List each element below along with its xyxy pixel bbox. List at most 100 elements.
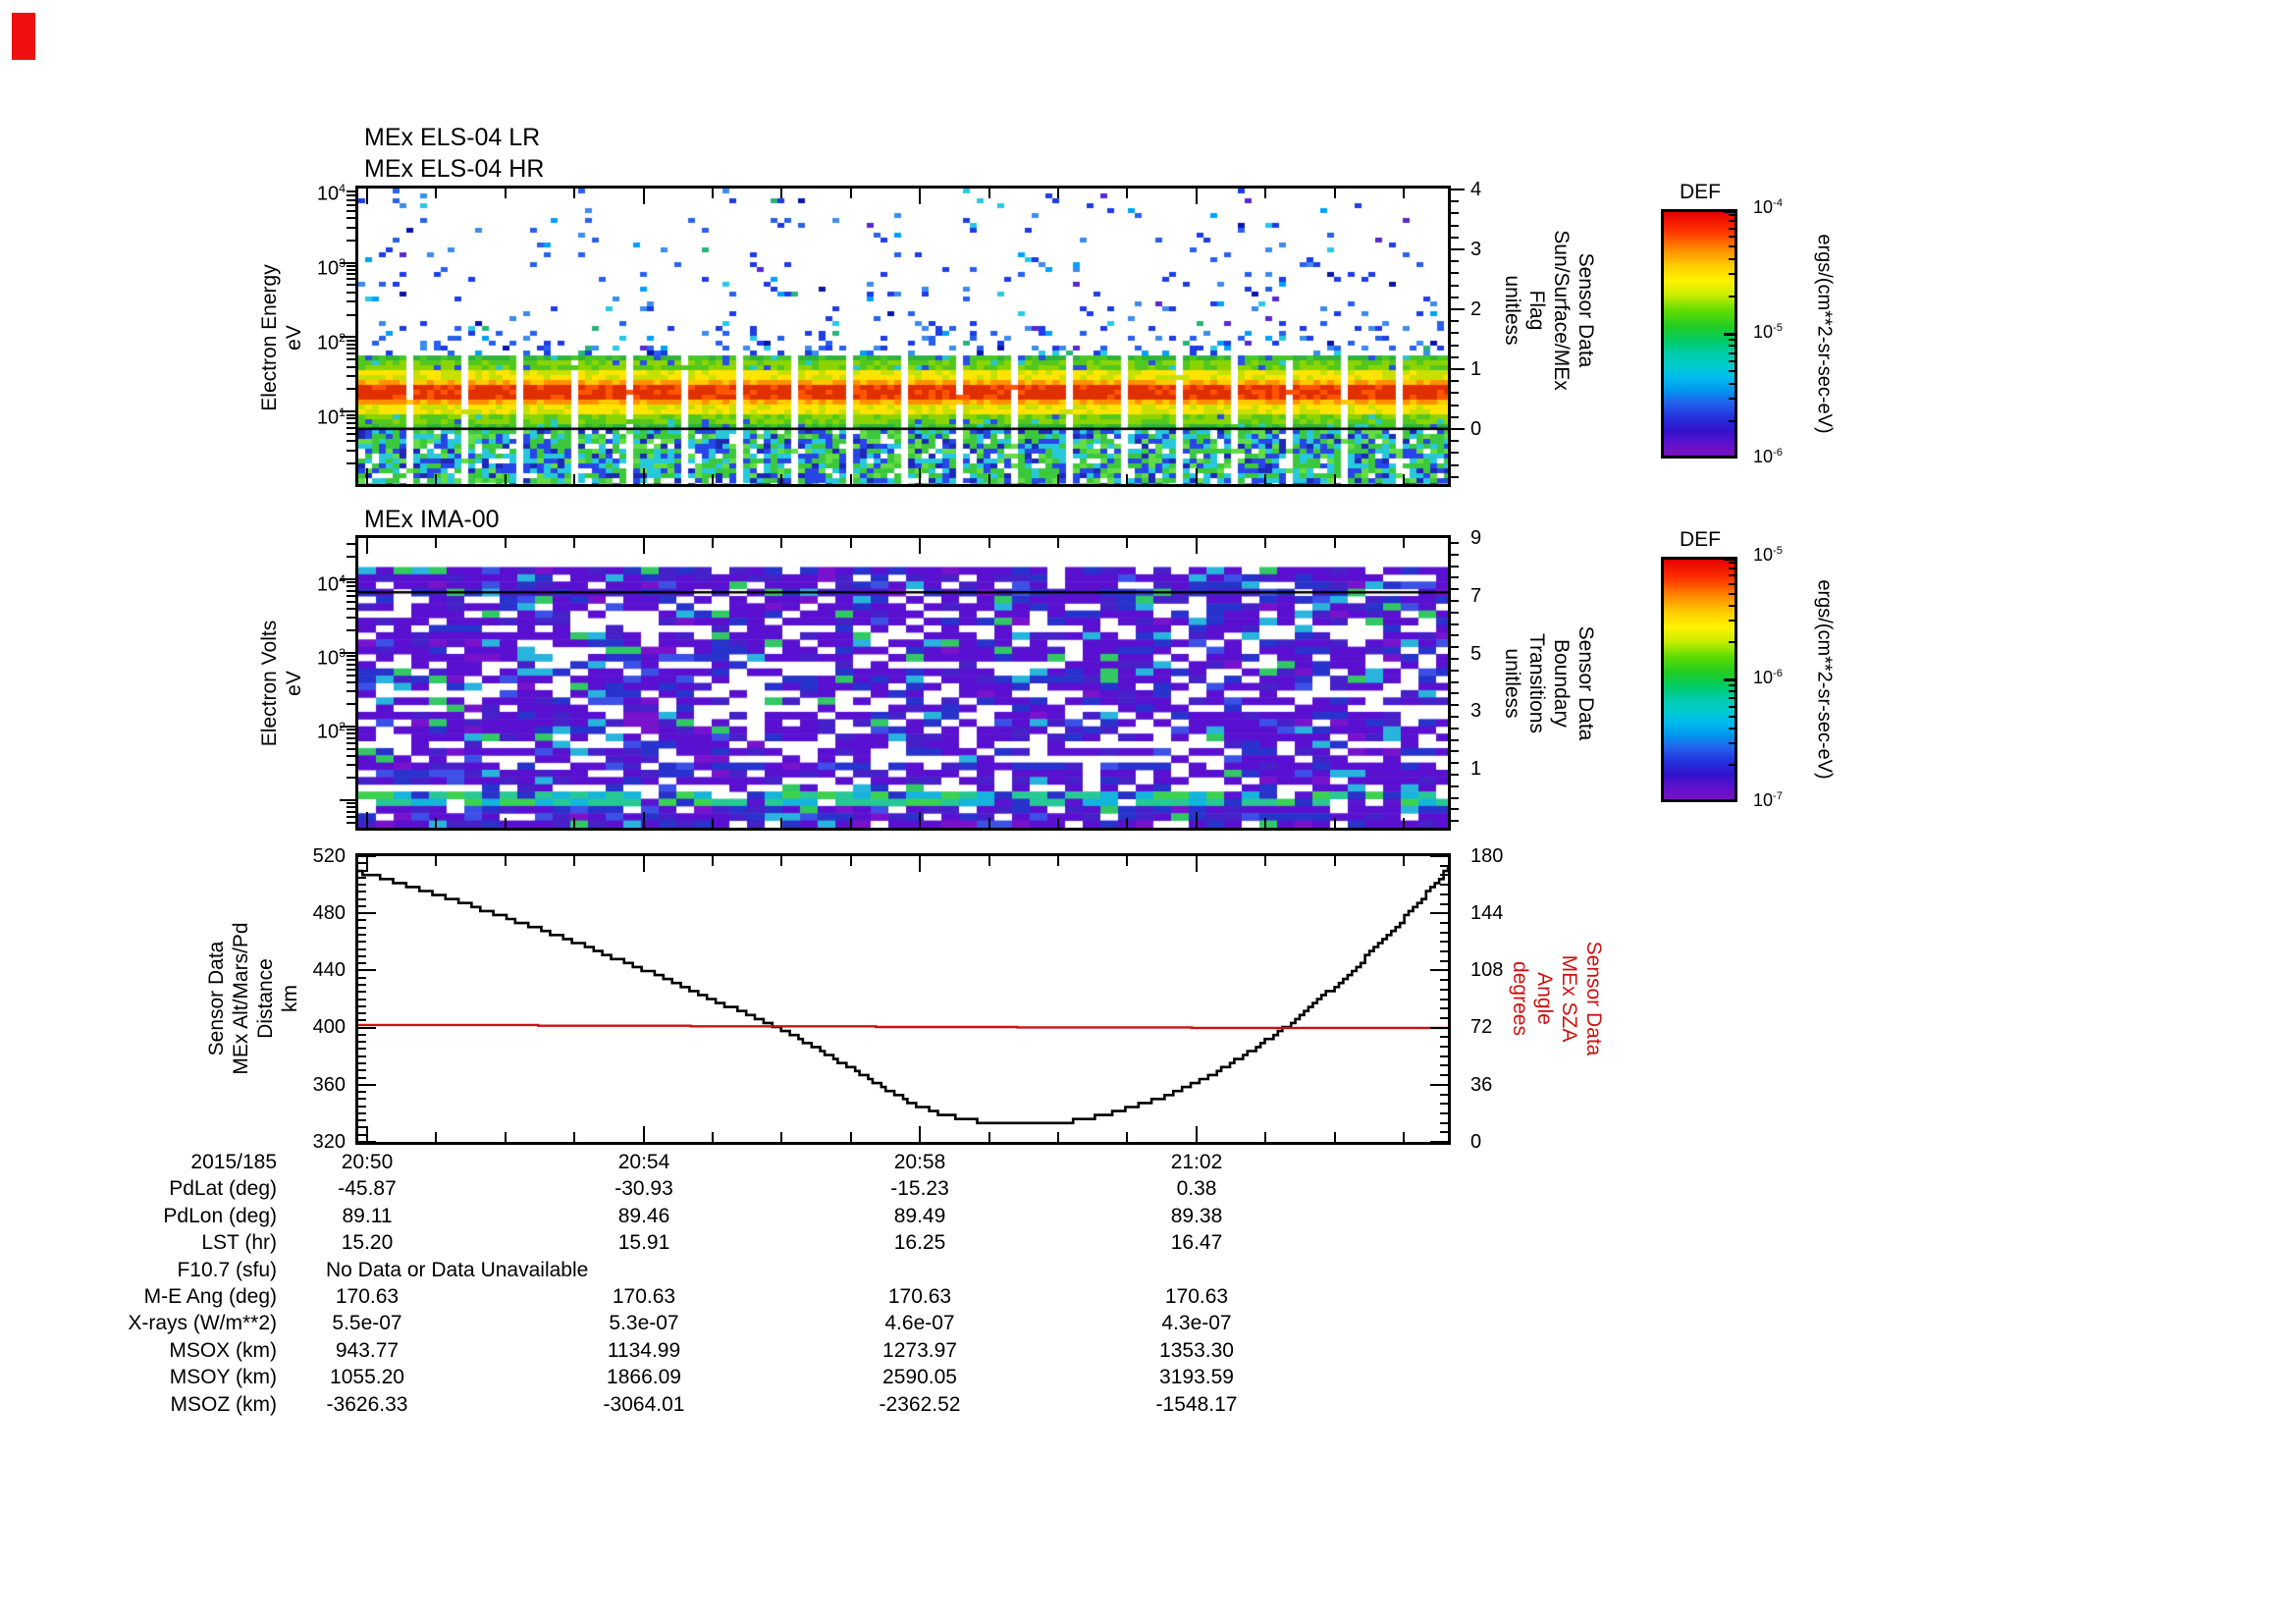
table-cell: 5.5e-07 <box>332 1312 402 1335</box>
axis-tick <box>642 538 645 554</box>
axis-tick <box>1451 284 1459 287</box>
els-spectrogram <box>358 189 1448 484</box>
alt-panel-frame <box>355 853 1451 1145</box>
axis-tick <box>347 585 355 588</box>
axis-tick <box>849 474 852 484</box>
table-cell: 170.63 <box>887 1285 952 1308</box>
axis-tick <box>347 806 355 809</box>
axis-tick <box>1440 1064 1448 1067</box>
axis-tick <box>1451 784 1459 787</box>
els-right-tick-label: 2 <box>1470 298 1482 320</box>
table-cell: 170.63 <box>1164 1285 1229 1308</box>
axis-tick <box>1440 1103 1448 1106</box>
axis-tick <box>340 652 355 654</box>
axis-tick <box>358 934 366 937</box>
axis-tick <box>1729 227 1735 230</box>
axis-tick <box>347 432 355 435</box>
axis-tick <box>1451 248 1465 250</box>
axis-tick <box>358 919 366 922</box>
table-row-label: M-E Ang (deg) <box>143 1285 277 1308</box>
axis-tick <box>1729 382 1735 385</box>
axis-tick <box>712 856 714 866</box>
axis-tick <box>347 198 355 201</box>
axis-tick <box>347 729 355 731</box>
axis-tick <box>1729 245 1735 248</box>
axis-tick <box>347 815 355 818</box>
axis-tick <box>1451 657 1459 660</box>
axis-tick <box>347 291 355 294</box>
axis-tick <box>1451 692 1459 695</box>
table-cell: -15.23 <box>890 1177 949 1201</box>
axis-tick <box>1430 912 1448 915</box>
axis-tick <box>1333 189 1336 198</box>
corner-marker <box>12 13 35 60</box>
axis-tick <box>347 607 355 610</box>
els-right-tick-label: 0 <box>1470 418 1482 440</box>
axis-tick <box>780 189 783 198</box>
axis-tick <box>1126 856 1129 866</box>
axis-tick <box>1729 697 1735 700</box>
axis-tick <box>1451 404 1459 406</box>
axis-tick <box>1403 818 1405 828</box>
axis-tick <box>1724 210 1735 213</box>
axis-tick <box>347 747 355 750</box>
axis-tick <box>358 1091 366 1094</box>
axis-tick <box>504 1132 507 1142</box>
table-cell: 15.91 <box>617 1231 670 1255</box>
axis-tick <box>1440 941 1448 944</box>
axis-tick <box>347 265 355 268</box>
axis-tick <box>358 1026 376 1029</box>
els-y-tick-label: 101 <box>316 406 346 429</box>
axis-tick <box>358 991 366 994</box>
axis-tick <box>358 1012 366 1015</box>
axis-tick <box>1729 574 1735 577</box>
axis-tick <box>1729 620 1735 622</box>
axis-tick <box>347 659 355 662</box>
table-row-label: LST (hr) <box>201 1231 277 1255</box>
axis-tick <box>358 1111 366 1114</box>
axis-tick <box>1729 568 1735 570</box>
axis-tick <box>1729 213 1735 216</box>
alt-left-tick-label: 480 <box>312 902 346 924</box>
table-cell: 0.38 <box>1176 1177 1217 1201</box>
axis-tick <box>1451 622 1459 625</box>
axis-tick <box>1440 988 1448 991</box>
colorbar2-title: DEF <box>1680 528 1721 551</box>
colorbar2 <box>1661 557 1737 802</box>
axis-tick <box>358 897 366 900</box>
axis-tick <box>1451 332 1459 335</box>
table-cell: 170.63 <box>612 1285 676 1308</box>
axis-tick <box>347 352 355 355</box>
axis-tick <box>347 732 355 735</box>
axis-tick <box>347 343 355 346</box>
axis-tick <box>347 374 355 377</box>
axis-tick <box>1264 538 1267 548</box>
table-cell: -45.87 <box>338 1177 397 1201</box>
axis-tick <box>347 674 355 676</box>
axis-tick <box>358 998 366 1001</box>
axis-tick <box>1451 611 1459 614</box>
ima-y-tick-label: 102 <box>316 720 346 743</box>
axis-tick <box>1729 641 1735 644</box>
axis-tick <box>358 1119 366 1122</box>
table-cell: 15.20 <box>341 1231 394 1255</box>
table-cell: 89.11 <box>342 1204 393 1227</box>
axis-tick <box>1729 345 1735 348</box>
axis-tick <box>347 543 355 546</box>
axis-tick <box>435 474 438 484</box>
axis-tick <box>1440 1131 1448 1134</box>
axis-tick <box>1430 855 1448 857</box>
axis-tick <box>919 189 922 204</box>
axis-tick <box>849 818 852 828</box>
axis-tick <box>340 799 355 801</box>
axis-tick <box>919 1126 922 1142</box>
axis-tick <box>573 538 576 548</box>
ima-right-tick-label: 9 <box>1470 527 1482 549</box>
table-cell: 1055.20 <box>330 1366 404 1389</box>
table-cell: 4.3e-07 <box>1161 1312 1232 1335</box>
axis-tick <box>358 855 376 857</box>
axis-tick <box>358 1133 366 1136</box>
axis-tick <box>1451 634 1459 637</box>
axis-tick <box>1451 669 1459 672</box>
table-row-label: MSOZ (km) <box>170 1392 277 1416</box>
